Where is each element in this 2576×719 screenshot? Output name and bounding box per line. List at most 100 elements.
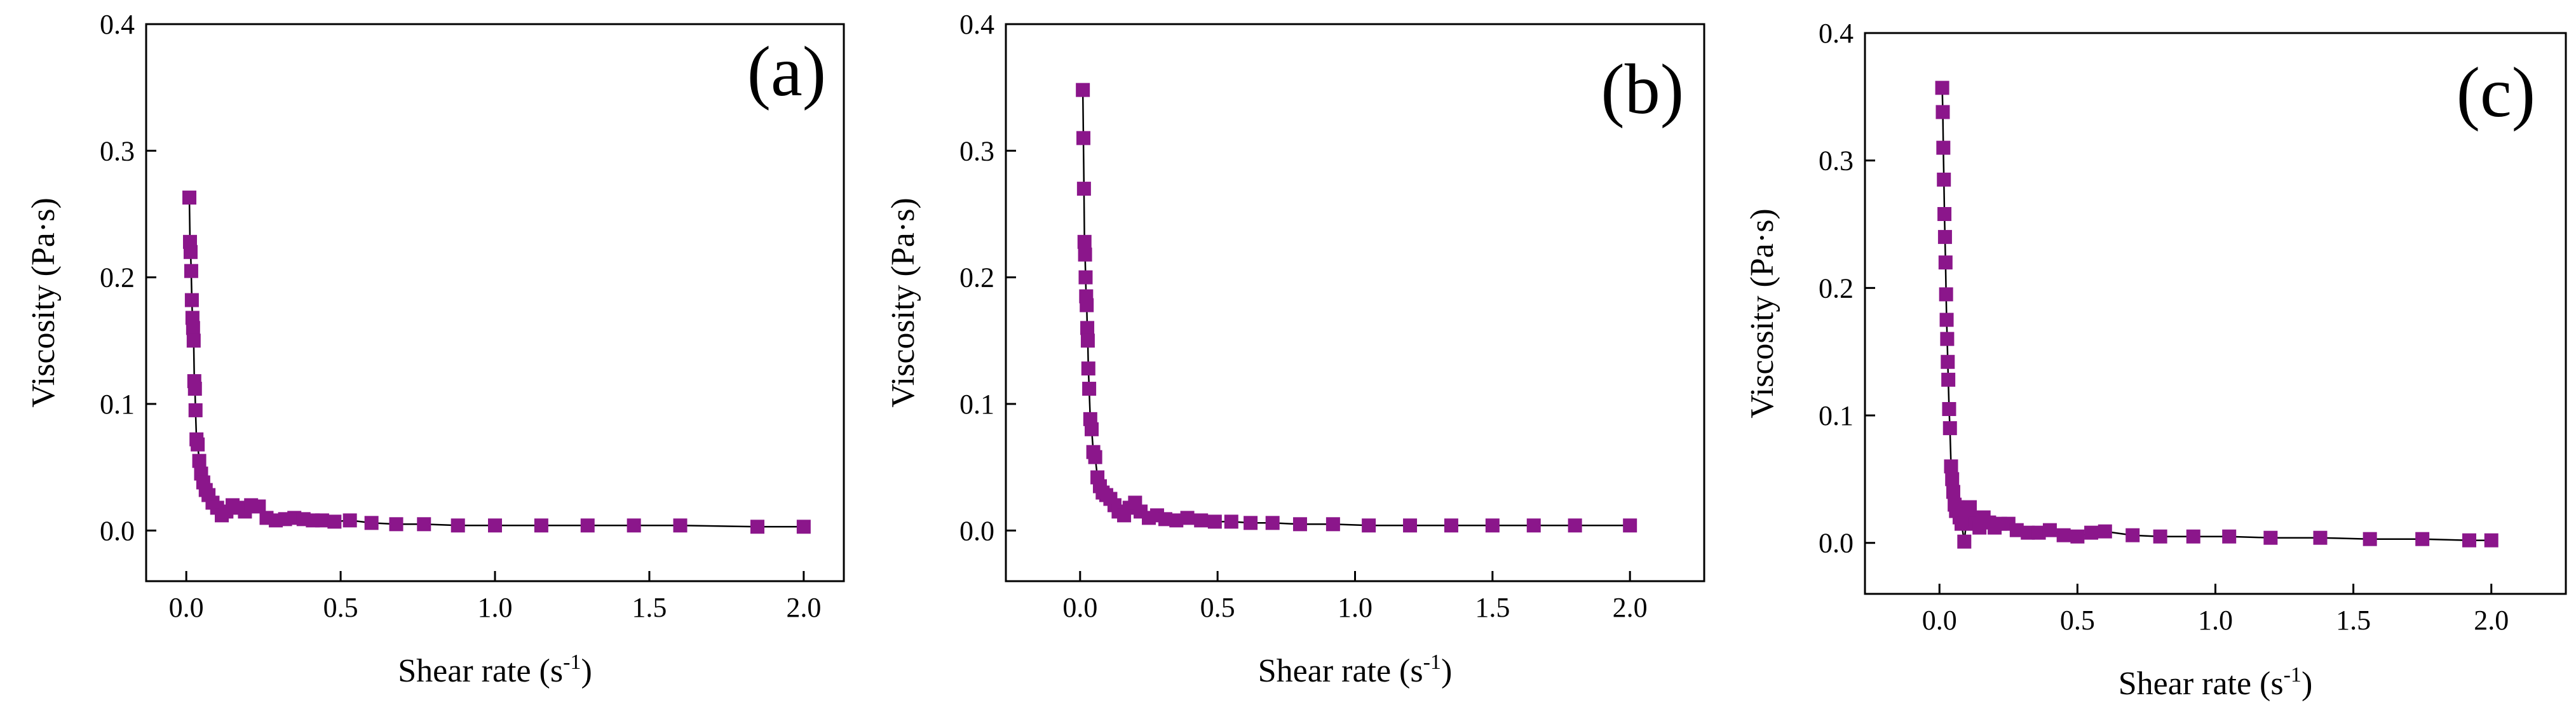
data-point [1568, 518, 1582, 533]
data-point [2462, 533, 2477, 548]
data-point [2186, 529, 2200, 544]
x-axis-label: Shear rate (s-1) [1258, 650, 1453, 689]
data-point [534, 518, 548, 533]
data-point [2056, 528, 2071, 542]
data-point [2098, 524, 2112, 539]
x-tick-label: 0.5 [1200, 592, 1235, 623]
data-point [2222, 529, 2237, 544]
y-tick-label: 0.2 [100, 262, 135, 293]
data-point [1937, 172, 1951, 187]
data-point [2263, 530, 2278, 545]
data-point [191, 437, 205, 452]
data-point [1942, 402, 1956, 417]
data-point [2313, 530, 2328, 545]
data-point [252, 499, 266, 514]
data-point [1078, 270, 1093, 285]
data-point [417, 517, 431, 532]
panel-label: (c) [2457, 53, 2535, 132]
data-point [1292, 517, 1307, 532]
data-point [1485, 518, 1500, 533]
data-point [1946, 485, 1960, 499]
data-point [184, 264, 198, 278]
data-point [1623, 518, 1637, 533]
x-tick-label: 1.0 [1338, 592, 1373, 623]
data-point [2031, 525, 2046, 540]
data-point [1941, 354, 1955, 369]
y-tick-label: 0.1 [1819, 400, 1854, 431]
data-point [627, 518, 641, 533]
data-point [2484, 533, 2498, 548]
data-point [1325, 517, 1340, 532]
data-point [192, 454, 207, 468]
data-point [1935, 105, 1950, 119]
data-point [673, 518, 688, 533]
data-point [1207, 514, 1222, 529]
data-point [1444, 518, 1458, 533]
data-point [2042, 523, 2057, 537]
data-point [1076, 83, 1090, 97]
y-tick-label: 0.4 [959, 9, 994, 40]
data-point [796, 520, 811, 534]
data-point [2415, 532, 2430, 546]
data-point [186, 333, 201, 348]
x-tick-label: 2.0 [1613, 592, 1648, 623]
y-tick-label: 0.0 [100, 515, 135, 546]
data-point [1078, 247, 1092, 262]
data-point [1403, 518, 1418, 533]
x-axis-label: Shear rate (s-1) [398, 650, 592, 689]
data-point [1076, 182, 1091, 196]
y-tick-label: 0.1 [100, 389, 135, 420]
x-tick-label: 1.5 [1475, 592, 1510, 623]
data-point [1940, 332, 1955, 346]
data-point [2070, 529, 2085, 544]
x-tick-label: 0.0 [1922, 605, 1957, 636]
data-point [364, 516, 379, 530]
x-tick-label: 2.0 [786, 592, 821, 623]
data-point [1077, 234, 1092, 249]
data-point [1963, 500, 1977, 514]
data-point [187, 382, 202, 396]
x-tick-label: 1.5 [632, 592, 667, 623]
y-tick-label: 0.1 [959, 389, 994, 420]
data-point [1082, 382, 1097, 396]
y-tick-label: 0.3 [1819, 145, 1854, 177]
x-tick-label: 2.0 [2474, 605, 2509, 636]
data-point [750, 520, 764, 534]
x-axis-label: Shear rate (s-1) [2118, 663, 2313, 702]
data-point [2084, 525, 2099, 540]
data-point [1194, 513, 1209, 528]
data-point [1084, 422, 1099, 436]
data-point [389, 517, 403, 532]
data-point [327, 514, 342, 529]
x-tick-label: 0.0 [1062, 592, 1097, 623]
y-tick-label: 0.4 [100, 9, 135, 40]
panel-label: (a) [747, 32, 826, 111]
data-point [1939, 312, 1954, 327]
plot-frame [145, 23, 845, 582]
data-point [1080, 298, 1094, 312]
data-point [1937, 230, 1952, 245]
data-point [1080, 321, 1095, 335]
data-point [315, 513, 329, 528]
data-point [1081, 361, 1095, 376]
data-point [186, 321, 200, 335]
data-point [1937, 206, 1952, 221]
data-point [2362, 532, 2377, 546]
data-point [1938, 255, 1953, 270]
y-tick-label: 0.3 [959, 135, 994, 166]
y-tick-label: 0.0 [1819, 528, 1854, 559]
data-point [1945, 472, 1960, 487]
y-tick-label: 0.2 [1819, 272, 1854, 304]
y-axis-label: Viscosity (Pa·s) [25, 198, 62, 408]
x-tick-label: 1.0 [478, 592, 513, 623]
x-tick-label: 1.5 [2336, 605, 2371, 636]
data-point [182, 191, 197, 205]
data-point [1180, 511, 1195, 525]
series-line [1941, 88, 2491, 542]
data-point [488, 518, 502, 533]
data-point [342, 513, 357, 528]
data-point [1265, 516, 1280, 530]
data-point [1362, 518, 1376, 533]
y-tick-label: 0.0 [959, 515, 994, 546]
